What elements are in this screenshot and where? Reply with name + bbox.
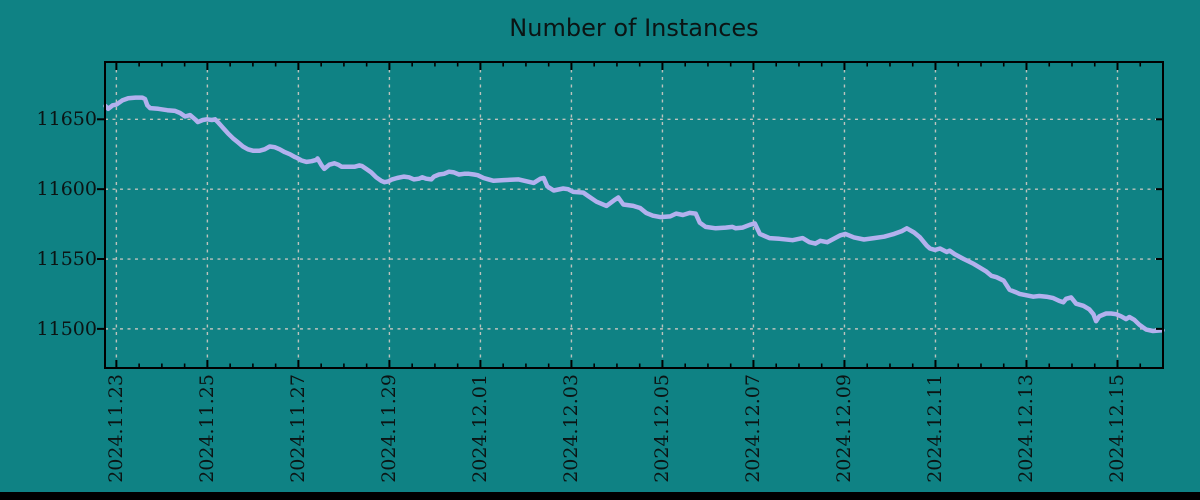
chart-title: Number of Instances (509, 14, 759, 42)
x-tick-label: 2024.12.01 (469, 374, 492, 483)
x-tick-label: 2024.11.27 (287, 374, 310, 483)
y-tick-label: 11600 (36, 178, 97, 201)
x-tick-label: 2024.12.13 (1015, 374, 1038, 483)
x-tick-label: 2024.11.29 (378, 374, 401, 483)
x-tick-label: 2024.12.09 (833, 374, 856, 483)
x-tick-label: 2024.12.05 (651, 374, 674, 483)
x-tick-label: 2024.12.11 (924, 374, 947, 483)
x-tick-label: 2024.12.03 (560, 374, 583, 483)
x-tick-label: 2024.11.23 (105, 374, 128, 483)
x-tick-label: 2024.11.25 (196, 374, 219, 483)
bottom-bar (0, 492, 1200, 500)
x-tick-label: 2024.12.07 (742, 374, 765, 483)
plot-border (104, 61, 1164, 369)
y-tick-label: 11650 (36, 108, 97, 131)
y-tick-label: 11550 (36, 248, 97, 270)
y-tick-label: 11500 (36, 317, 97, 340)
data-line (103, 95, 1165, 334)
x-tick-label: 2024.12.15 (1106, 374, 1129, 483)
